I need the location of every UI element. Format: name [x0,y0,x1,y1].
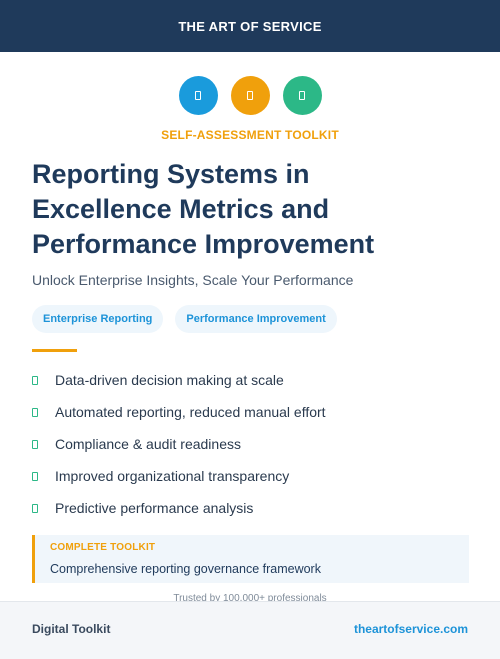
check-icon [32,439,38,449]
blue-document-badge [178,76,218,115]
benefit-text: Predictive performance analysis [55,500,254,516]
check-icon [32,407,38,417]
kicker-label: SELF-ASSESSMENT TOOLKIT [161,128,339,142]
subtitle: Unlock Enterprise Insights, Scale Your P… [32,272,354,288]
tag-list: Enterprise Reporting Performance Improve… [32,305,337,333]
accent-divider [32,349,77,352]
benefit-text: Data-driven decision making at scale [55,372,284,388]
title-line: Excellence Metrics and [32,194,330,224]
page-title: Reporting Systems in Excellence Metrics … [32,157,472,262]
check-icon [32,375,38,385]
list-item: Data-driven decision making at scale [32,364,326,396]
list-item: Compliance & audit readiness [32,428,326,460]
benefit-text: Compliance & audit readiness [55,436,241,452]
callout-label: COMPLETE TOOLKIT [50,542,156,553]
brand-name: THE ART OF SERVICE [178,18,322,34]
title-line: Reporting Systems in [32,159,310,189]
website-link[interactable]: theartofservice.com [353,622,468,636]
callout-text: Comprehensive reporting governance frame… [50,562,321,576]
footer: Digital Toolkit theartofservice.com [0,601,500,659]
title-line: Performance Improvement [32,229,375,259]
top-banner: THE ART OF SERVICE [0,0,500,52]
footer-label: Digital Toolkit [32,622,111,636]
document-icon [195,91,201,100]
list-item: Predictive performance analysis [32,492,326,524]
orange-document-badge [230,76,270,115]
check-icon [32,471,38,481]
list-item: Automated reporting, reduced manual effo… [32,396,326,428]
document-icon [247,91,253,100]
green-document-badge [282,76,322,115]
trusted-note: Trusted by 100,000+ professionals [173,593,327,601]
icon-row [0,76,500,115]
benefit-text: Automated reporting, reduced manual effo… [55,404,326,420]
document-icon [299,91,305,100]
check-icon [32,503,38,513]
tag-performance-improvement: Performance Improvement [175,305,337,333]
toolkit-callout: COMPLETE TOOLKIT Comprehensive reporting… [32,535,469,583]
benefit-text: Improved organizational transparency [55,468,290,484]
list-item: Improved organizational transparency [32,460,326,492]
benefit-list: Data-driven decision making at scale Aut… [32,364,326,524]
tag-enterprise-reporting: Enterprise Reporting [32,305,164,333]
